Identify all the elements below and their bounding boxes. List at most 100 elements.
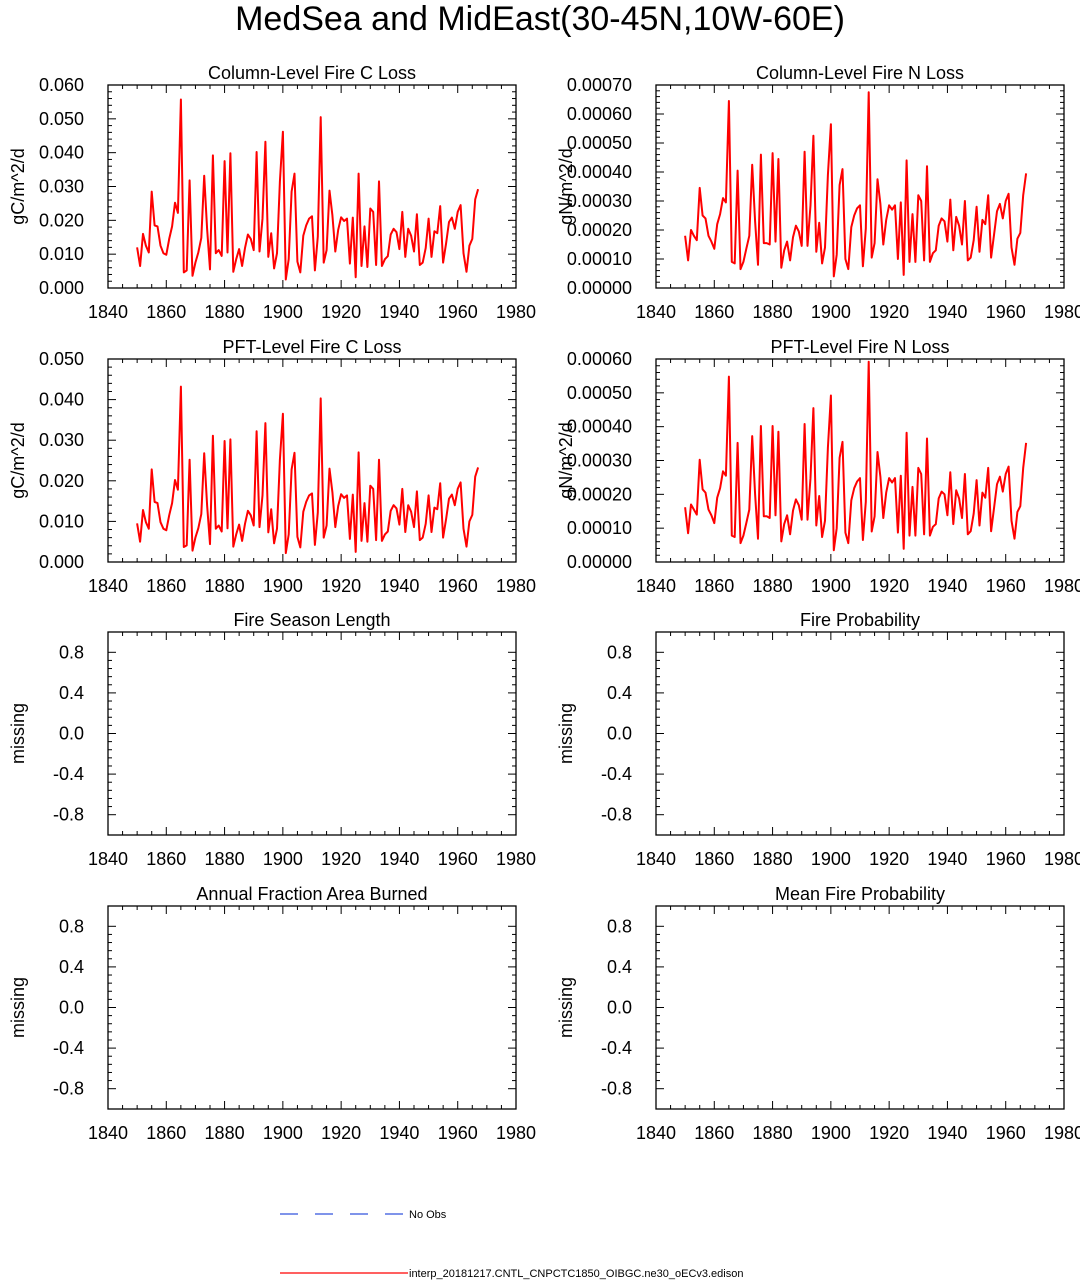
x-tick-label: 1940 xyxy=(927,576,967,596)
y-tick-label: 0.00010 xyxy=(567,518,632,538)
plot-frame xyxy=(107,905,517,1110)
y-tick-label: -0.4 xyxy=(53,1038,84,1058)
x-tick-label: 1980 xyxy=(1044,849,1080,869)
x-tick-label: 1900 xyxy=(811,576,851,596)
x-tick-label: 1980 xyxy=(496,302,536,322)
y-tick-label: 0.050 xyxy=(39,109,84,129)
y-tick-label: -0.4 xyxy=(53,764,84,784)
x-tick-label: 1980 xyxy=(1044,576,1080,596)
x-tick-label: 1900 xyxy=(263,302,303,322)
model-series-line xyxy=(684,360,1028,552)
y-tick-label: 0.00030 xyxy=(567,191,632,211)
chart-title: Fire Season Length xyxy=(233,610,390,630)
y-tick-label: 0.060 xyxy=(39,75,84,95)
y-tick-label: 0.4 xyxy=(59,957,84,977)
plot-frame xyxy=(655,358,1065,563)
y-tick-label: -0.4 xyxy=(601,764,632,784)
x-tick-label: 1900 xyxy=(263,576,303,596)
y-tick-label: 0.8 xyxy=(59,916,84,936)
y-tick-label: 0.4 xyxy=(607,957,632,977)
legend: No Obs interp_20181217.CNTL_CNPCTC1850_O… xyxy=(280,1209,743,1280)
y-axis-label: gC/m^2/d xyxy=(8,148,28,224)
x-tick-label: 1860 xyxy=(694,576,734,596)
chart-panels: Column-Level Fire C Loss gC/m^2/d 1840 1860… xyxy=(8,63,1080,1143)
x-tick-label: 1860 xyxy=(146,302,186,322)
x-tick-label: 1940 xyxy=(379,302,419,322)
x-tick-label: 1960 xyxy=(438,576,478,596)
y-tick-label: -0.4 xyxy=(601,1038,632,1058)
y-tick-label: 0.00040 xyxy=(567,162,632,182)
y-tick-label: 0.8 xyxy=(607,642,632,662)
x-tick-label: 1880 xyxy=(205,1123,245,1143)
y-tick-label: 0.00050 xyxy=(567,383,632,403)
model-series-line xyxy=(684,91,1028,278)
x-tick-label: 1940 xyxy=(379,576,419,596)
y-tick-label: 0.030 xyxy=(39,430,84,450)
chart-title: Annual Fraction Area Burned xyxy=(196,884,427,904)
x-tick-label: 1880 xyxy=(205,576,245,596)
y-tick-label: 0.00030 xyxy=(567,451,632,471)
y-tick-label: 0.0 xyxy=(607,724,632,744)
plot-frame xyxy=(655,905,1065,1110)
y-tick-label: 0.0 xyxy=(59,724,84,744)
y-tick-label: 0.000 xyxy=(39,552,84,572)
y-tick-label: 0.8 xyxy=(607,916,632,936)
y-tick-label: 0.00000 xyxy=(567,552,632,572)
x-tick-label: 1900 xyxy=(811,849,851,869)
x-tick-label: 1940 xyxy=(379,1123,419,1143)
x-tick-label: 1840 xyxy=(88,849,128,869)
chart-panel-7: Annual Fraction Area Burned missing 1840 18… xyxy=(8,884,536,1143)
y-tick-label: 0.00020 xyxy=(567,484,632,504)
x-tick-label: 1880 xyxy=(753,1123,793,1143)
legend-obs-label: No Obs xyxy=(409,1209,447,1221)
x-tick-label: 1960 xyxy=(438,849,478,869)
y-tick-label: 0.4 xyxy=(607,683,632,703)
y-tick-label: 0.4 xyxy=(59,683,84,703)
x-tick-label: 1920 xyxy=(321,302,361,322)
x-tick-label: 1920 xyxy=(869,576,909,596)
x-tick-label: 1860 xyxy=(146,1123,186,1143)
x-tick-label: 1840 xyxy=(636,576,676,596)
x-tick-label: 1860 xyxy=(146,576,186,596)
chart-title: Column-Level Fire C Loss xyxy=(208,63,416,83)
x-tick-label: 1880 xyxy=(753,576,793,596)
y-tick-label: 0.00060 xyxy=(567,349,632,369)
chart-panel-4: PFT-Level Fire N Loss gN/m^2/d 1840 1860 188… xyxy=(556,337,1080,596)
chart-title: Fire Probability xyxy=(800,610,920,630)
x-tick-label: 1860 xyxy=(694,849,734,869)
x-tick-label: 1940 xyxy=(927,302,967,322)
x-tick-label: 1880 xyxy=(205,302,245,322)
x-tick-label: 1960 xyxy=(986,302,1026,322)
y-tick-label: -0.8 xyxy=(53,805,84,825)
x-tick-label: 1980 xyxy=(496,576,536,596)
y-axis-label: missing xyxy=(556,977,576,1038)
x-tick-label: 1900 xyxy=(263,849,303,869)
x-tick-label: 1920 xyxy=(869,1123,909,1143)
x-tick-label: 1960 xyxy=(986,849,1026,869)
x-tick-label: 1880 xyxy=(205,849,245,869)
x-tick-label: 1920 xyxy=(321,849,361,869)
plot-frame xyxy=(655,631,1065,836)
chart-panel-6: Fire Probability missing 1840 1860 1880 1900 1… xyxy=(556,610,1080,869)
y-axis-label: gN/m^2/d xyxy=(556,148,576,224)
x-tick-label: 1940 xyxy=(927,849,967,869)
plot-frame xyxy=(107,84,517,289)
y-tick-label: 0.050 xyxy=(39,349,84,369)
y-tick-label: 0.00020 xyxy=(567,220,632,240)
y-tick-label: 0.0 xyxy=(59,998,84,1018)
y-tick-label: 0.8 xyxy=(59,642,84,662)
y-tick-label: 0.00040 xyxy=(567,417,632,437)
plot-frame xyxy=(655,84,1065,289)
y-tick-label: 0.00010 xyxy=(567,249,632,269)
x-tick-label: 1840 xyxy=(88,576,128,596)
x-tick-label: 1940 xyxy=(379,849,419,869)
legend-model-label: interp_20181217.CNTL_CNPCTC1850_OIBGC.ne… xyxy=(409,1268,743,1280)
y-tick-label: -0.8 xyxy=(601,1079,632,1099)
y-tick-label: 0.00070 xyxy=(567,75,632,95)
y-tick-label: 0.020 xyxy=(39,471,84,491)
chart-title: PFT-Level Fire C Loss xyxy=(222,337,401,357)
figure-title: MedSea and MidEast(30-45N,10W-60E) xyxy=(235,0,845,38)
x-tick-label: 1920 xyxy=(321,576,361,596)
x-tick-label: 1960 xyxy=(986,576,1026,596)
y-tick-label: 0.00050 xyxy=(567,133,632,153)
